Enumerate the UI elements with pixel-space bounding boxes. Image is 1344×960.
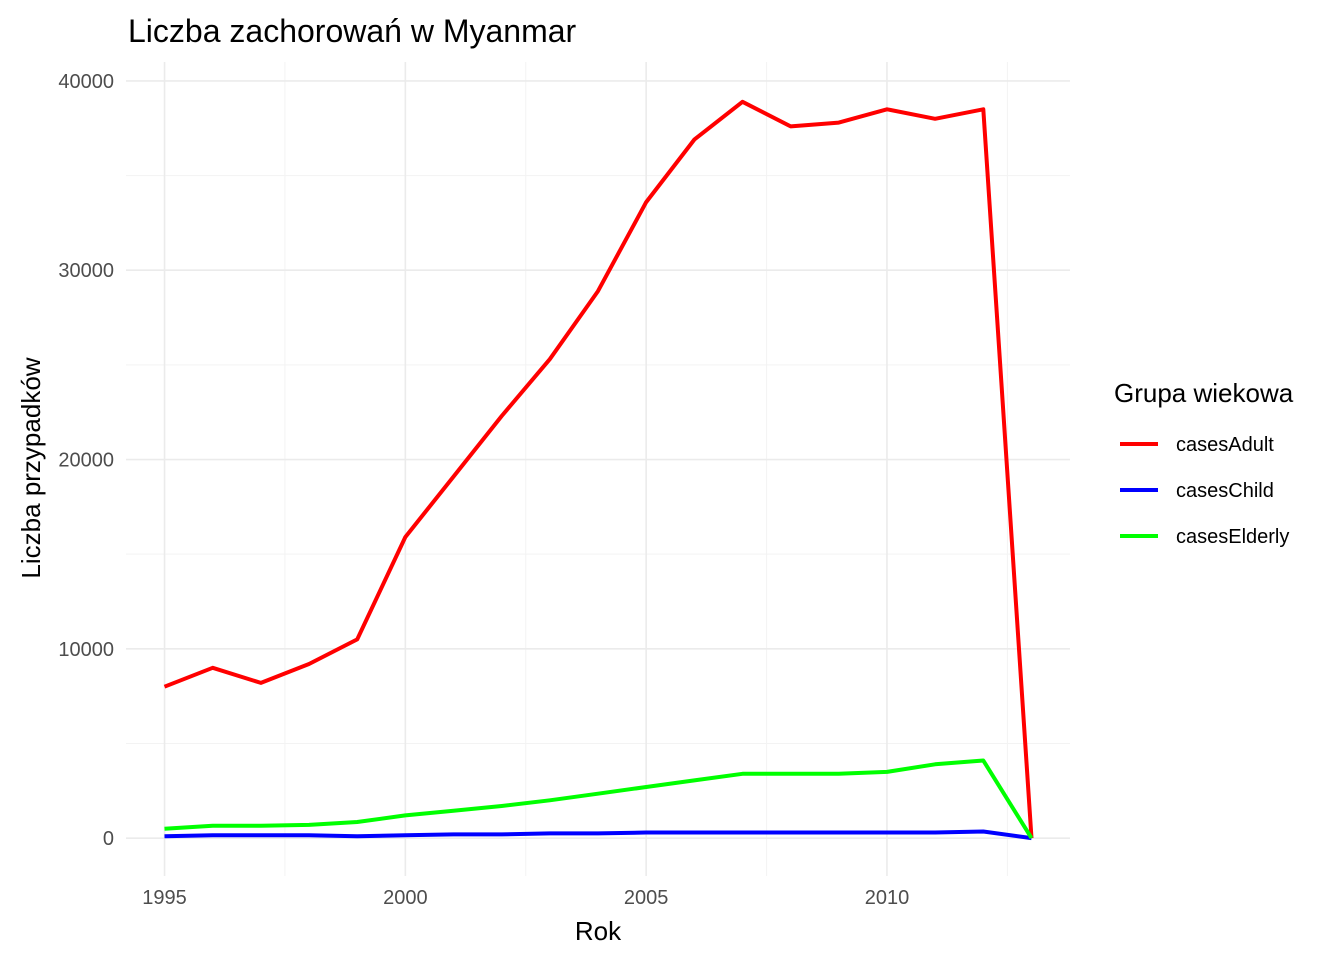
series-line-casesChild	[164, 829, 1032, 841]
y-axis-title: Liczba przypadków	[16, 357, 46, 578]
legend-label-casesChild: casesChild	[1176, 480, 1274, 502]
series-line-casesAdult	[163, 99, 1034, 839]
legend-label-casesElderly: casesElderly	[1176, 526, 1289, 548]
x-axis-title: Rok	[575, 916, 622, 946]
chart-title: Liczba zachorowań w Myanmar	[128, 13, 577, 49]
x-tick-label: 1995	[142, 887, 187, 909]
y-tick-label: 30000	[58, 260, 114, 282]
legend-title: Grupa wiekowa	[1114, 378, 1294, 408]
y-tick-label: 10000	[58, 639, 114, 661]
series-lines	[163, 99, 1034, 841]
grid	[126, 62, 1070, 876]
legend-label-casesAdult: casesAdult	[1176, 434, 1274, 456]
x-tick-label: 2010	[865, 887, 910, 909]
y-tick-label: 0	[103, 828, 114, 850]
legend: Grupa wiekowa casesAdult casesChild casesE…	[1114, 378, 1294, 548]
y-tick-label: 20000	[58, 450, 114, 472]
y-tick-label: 40000	[58, 71, 114, 93]
x-axis-ticks: 1995 2000 2005 2010	[142, 887, 909, 909]
series-line-casesElderly	[164, 758, 1034, 840]
y-axis-ticks: 0 10000 20000 30000 40000	[58, 71, 114, 850]
x-tick-label: 2005	[624, 887, 669, 909]
x-tick-label: 2000	[383, 887, 428, 909]
